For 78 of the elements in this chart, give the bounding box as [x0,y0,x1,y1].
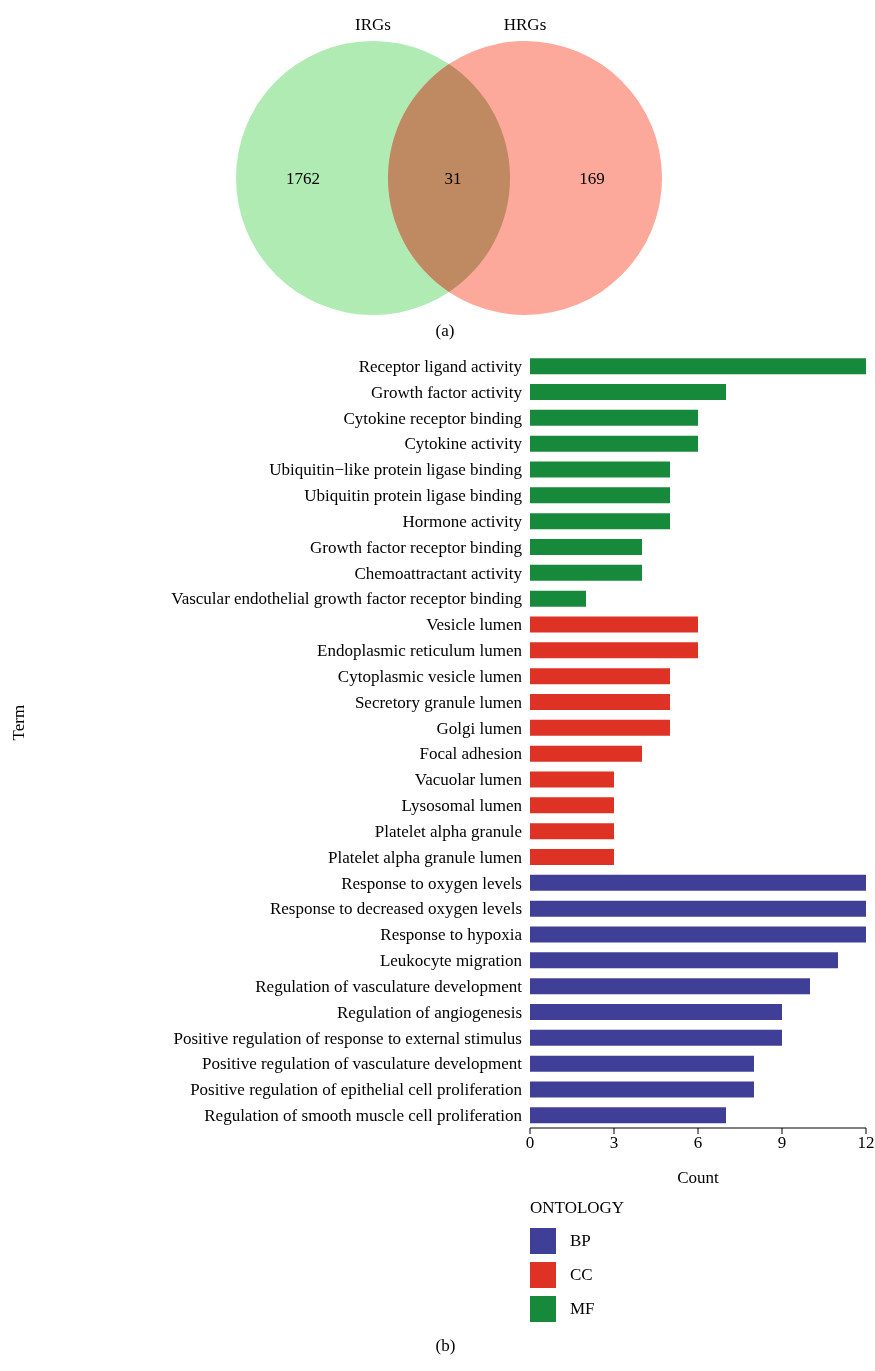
y-tick-label: Golgi lumen [436,718,523,738]
y-tick-label: Ubiquitin−like protein ligase binding [269,460,523,480]
y-tick-label: Regulation of vasculature development [255,976,523,996]
y-tick-label: Response to hypoxia [380,925,523,945]
y-tick-label: Cytokine activity [404,434,523,454]
bar [530,1081,754,1098]
y-tick-label: Chemoattractant activity [354,563,523,583]
bar [530,719,670,736]
data-label: 1762 [286,168,320,188]
y-tick-label: Platelet alpha granule [374,821,522,841]
y-tick-label: Focal adhesion [419,744,523,764]
bar [530,978,810,995]
bar [530,435,698,452]
bar [530,487,670,504]
bar [530,409,698,426]
y-tick-label: Regulation of smooth muscle cell proliferation [204,1106,523,1126]
y-tick-label: Cytoplasmic vesicle lumen [337,666,523,686]
y-tick-label: Vesicle lumen [426,615,523,635]
legend-label: BP [570,1231,591,1251]
y-axis-title: Term [9,704,29,741]
category-label: HRGs [503,15,547,34]
bar [530,513,670,530]
bar [530,1004,782,1020]
bar [530,642,698,659]
y-tick-label: Cytokine receptor binding [343,408,523,428]
y-tick-label: Vascular endothelial growth factor receptor binding [171,589,523,609]
category-label: IRGs [355,15,391,34]
x-tick-label: 9 [777,1133,787,1153]
legend-label: CC [570,1265,593,1285]
y-tick-label: Vacuolar lumen [414,770,523,790]
bar [530,900,866,917]
x-tick-label: 6 [693,1133,703,1153]
y-tick-label: Endoplasmic reticulum lumen [317,641,523,661]
bar [530,952,838,969]
x-tick-label: 12 [857,1133,875,1153]
x-tick-label: 0 [525,1133,535,1153]
bar [530,849,614,865]
bar [530,874,866,891]
text: (a) [435,321,455,340]
bar [530,1107,726,1124]
y-tick-label: Growth factor activity [370,382,523,402]
x-tick-label: 3 [609,1133,619,1153]
bar [530,564,642,581]
y-tick-label: Ubiquitin protein ligase binding [304,486,523,506]
y-tick-label: Secretory granule lumen [354,692,523,712]
y-tick-label: Growth factor receptor binding [310,537,523,557]
bar [530,616,698,633]
y-tick-label: Lysosomal lumen [401,796,523,816]
data-label: 169 [579,168,605,188]
y-tick-label: Platelet alpha granule lumen [327,847,523,867]
bar [530,771,614,788]
y-tick-label: Hormone activity [402,511,523,531]
text: (b) [434,1336,457,1356]
bar [530,590,586,607]
y-tick-label: Response to oxygen levels [341,873,522,893]
legend-label: MF [570,1299,595,1319]
bar [530,823,614,840]
data-label: 31 [444,168,462,188]
bar [530,926,866,943]
y-tick-label: Positive regulation of response to external stimulus [173,1028,522,1048]
bar [530,797,614,814]
y-tick-label: Receptor ligand activity [358,356,523,376]
y-tick-label: Leukocyte migration [379,951,523,971]
bar [530,461,670,478]
y-tick-label: Positive regulation of vasculature development [201,1054,523,1074]
bar [530,1055,754,1072]
x-axis-title: Count [677,1168,720,1187]
y-tick-label: Positive regulation of epithelial cell proliferation [190,1080,523,1100]
bar [530,358,866,375]
bar [530,1029,782,1046]
bar [530,384,726,400]
bar [530,694,670,710]
legend-title: ONTOLOGY [530,1198,626,1218]
y-tick-label: Regulation of angiogenesis [336,1002,522,1022]
bar [530,539,642,555]
y-tick-label: Response to decreased oxygen levels [269,899,522,919]
bar [530,668,670,685]
bar [530,745,642,762]
